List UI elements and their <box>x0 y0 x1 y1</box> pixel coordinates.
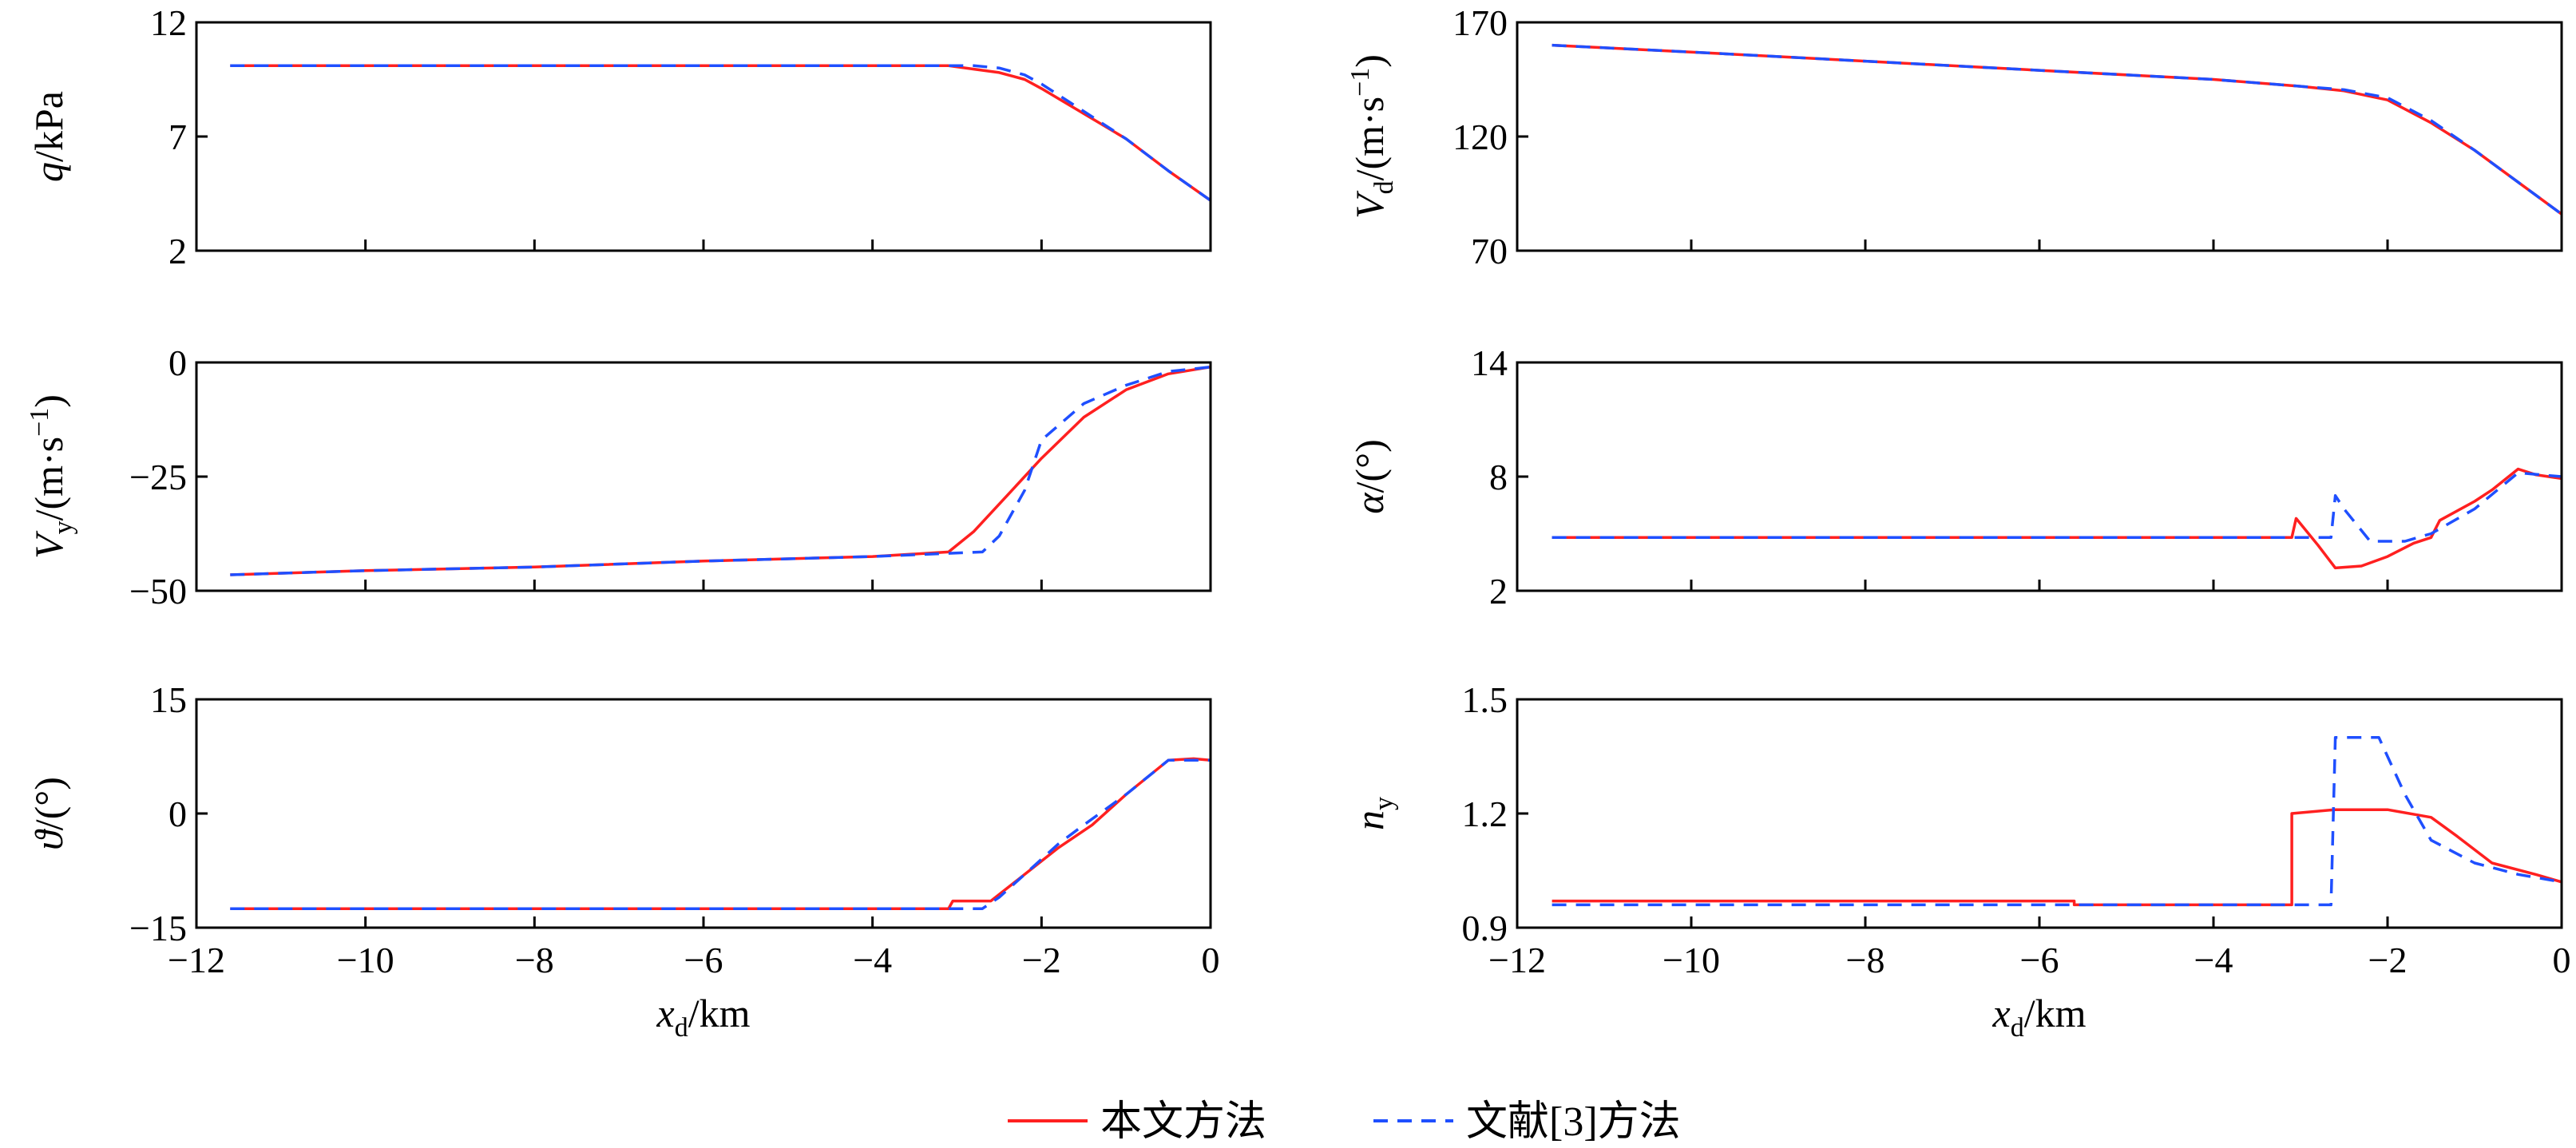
x-tick-label-theta-2: −8 <box>515 940 554 980</box>
series-line-Vy-1 <box>230 365 1211 576</box>
series-line-alpha-1 <box>1552 471 2562 543</box>
y-tick-label-alpha-0: 2 <box>1489 571 1508 612</box>
y-tick-label-ny-2: 1.5 <box>1462 679 1508 720</box>
series-line-ny-1 <box>1552 735 2562 907</box>
x-tick-label-ny-5: −2 <box>2368 940 2408 980</box>
x-tick-label-ny-1: −10 <box>1663 940 1720 980</box>
x-tick-label-theta-4: −4 <box>853 940 892 980</box>
y-tick-label-alpha-1: 8 <box>1489 457 1508 497</box>
series-line-ny-0 <box>1552 808 2562 907</box>
legend-label-0: 本文方法 <box>1100 1099 1266 1145</box>
series-line-theta-0 <box>230 757 1211 910</box>
x-tick-label-ny-3: −6 <box>2020 940 2059 980</box>
x-tick-label-theta-6: 0 <box>1202 940 1220 980</box>
panel-Vd: 70 120 170 Vd/(m·s−1) <box>1345 2 2563 271</box>
x-tick-label-ny-2: −8 <box>1846 940 1885 980</box>
y-axis-label-Vd: Vd/(m·s−1) <box>1345 54 1399 219</box>
plot-frame-Vy <box>195 361 1212 592</box>
x-tick-label-theta-5: −2 <box>1022 940 1061 980</box>
y-axis-label-ny: ny <box>1347 797 1399 830</box>
x-tick-label-ny-0: −12 <box>1488 940 1546 980</box>
y-axis-label-Vy: Vy/(m·s−1) <box>25 394 78 559</box>
x-tick-label-ny-6: 0 <box>2553 940 2571 980</box>
x-axis-label-theta: xd/km <box>656 991 751 1043</box>
series-line-theta-1 <box>230 758 1211 910</box>
panels: 2 7 12 q/kPa 70 120 170 Vd/(m·s−1) −50 −25 0 Vy/(m·… <box>25 2 2571 1043</box>
series-line-q-0 <box>230 64 1212 202</box>
y-tick-label-Vy-0: −50 <box>129 571 187 612</box>
x-tick-label-theta-1: −10 <box>337 940 394 980</box>
plot-frame-Vd <box>1516 21 2563 252</box>
y-tick-label-Vy-1: −25 <box>129 457 187 497</box>
y-tick-label-q-2: 12 <box>150 2 187 43</box>
y-tick-label-theta-2: 15 <box>150 679 187 720</box>
y-tick-label-Vy-2: 0 <box>168 342 187 383</box>
y-tick-label-q-0: 2 <box>168 231 187 271</box>
legend-label-1: 文献[3]方法 <box>1466 1099 1681 1145</box>
y-tick-label-q-1: 7 <box>168 117 187 157</box>
series-line-Vd-1 <box>1552 43 2563 216</box>
panel-alpha: 2 8 14 α/(°) <box>1347 342 2563 612</box>
panel-Vy: −50 −25 0 Vy/(m·s−1) <box>25 342 1212 612</box>
y-tick-label-alpha-2: 14 <box>1471 342 1508 383</box>
plot-frame-theta <box>195 698 1212 929</box>
series-line-alpha-0 <box>1552 467 2562 570</box>
y-axis-label-q: q/kPa <box>26 91 71 182</box>
plot-frame-q <box>195 21 1212 252</box>
y-axis-label-theta: ϑ/(°) <box>26 777 71 850</box>
y-tick-label-Vd-2: 170 <box>1452 2 1508 43</box>
y-tick-label-Vd-1: 120 <box>1452 117 1508 157</box>
x-tick-label-theta-0: −12 <box>168 940 225 980</box>
x-axis-label-ny: xd/km <box>1992 991 2087 1043</box>
panel-q: 2 7 12 q/kPa <box>26 2 1212 271</box>
series-line-q-1 <box>230 64 1212 202</box>
y-tick-label-ny-0: 0.9 <box>1462 908 1508 948</box>
y-tick-label-theta-0: −15 <box>129 908 187 948</box>
x-tick-label-ny-4: −4 <box>2194 940 2233 980</box>
y-tick-label-theta-1: 0 <box>168 794 187 834</box>
panel-ny: −12 −10 −8 −6 −4 −2 0 0.9 1.2 1.5 ny xd/km <box>1347 679 2571 1043</box>
y-axis-label-alpha: α/(°) <box>1347 439 1392 513</box>
x-tick-label-theta-3: −6 <box>684 940 723 980</box>
series-line-Vy-0 <box>230 365 1211 576</box>
legend: 本文方法 文献[3]方法 <box>1008 1099 1681 1145</box>
y-tick-label-Vd-0: 70 <box>1471 231 1508 271</box>
y-tick-label-ny-1: 1.2 <box>1462 794 1508 834</box>
plot-frame-alpha <box>1516 361 2563 592</box>
panel-theta: −12 −10 −8 −6 −4 −2 0 −15 0 15 ϑ/(°) xd/km <box>26 679 1220 1043</box>
